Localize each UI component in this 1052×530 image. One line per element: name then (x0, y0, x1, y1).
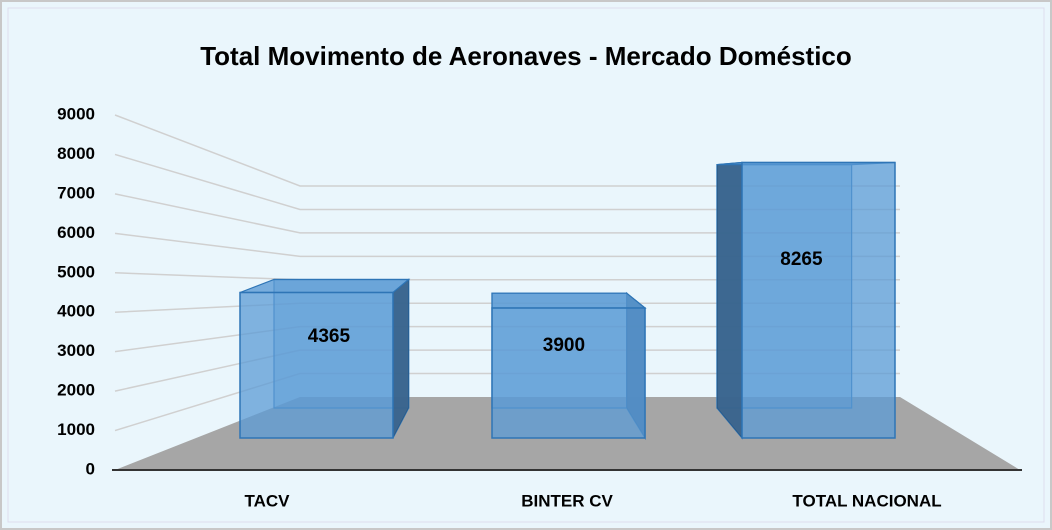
x-tick-label: TOTAL NACIONAL (792, 491, 941, 510)
value-label: 3900 (543, 335, 585, 356)
bar (239, 291, 394, 439)
y-tick-label: 9000 (57, 104, 95, 123)
y-tick-label: 1000 (57, 420, 95, 439)
grid-line (114, 232, 900, 258)
bar-top (491, 292, 647, 309)
grid-line (114, 153, 900, 211)
value-label: 4365 (308, 326, 351, 347)
y-tick-label: 7000 (57, 183, 95, 202)
y-tick-label: 6000 (57, 223, 95, 242)
x-tick-label: TACV (244, 491, 290, 510)
chart-title: Total Movimento de Aeronaves - Mercado D… (200, 41, 852, 71)
y-tick-label: 5000 (57, 262, 95, 281)
bar (741, 161, 896, 439)
plot-frame (7, 7, 1045, 523)
y-tick-label: 3000 (57, 341, 95, 360)
grid-line (114, 193, 900, 234)
x-tick-label: BINTER CV (521, 491, 613, 510)
y-tick-label: 2000 (57, 381, 95, 400)
grid-line (114, 114, 900, 187)
bar (491, 307, 646, 439)
y-tick-label: 4000 (57, 302, 95, 321)
bar-side-shade (717, 162, 742, 438)
y-tick-label: 8000 (57, 144, 95, 163)
y-tick-label: 0 (86, 459, 95, 478)
value-label: 8265 (780, 249, 823, 270)
bar-side-shade (393, 279, 409, 438)
